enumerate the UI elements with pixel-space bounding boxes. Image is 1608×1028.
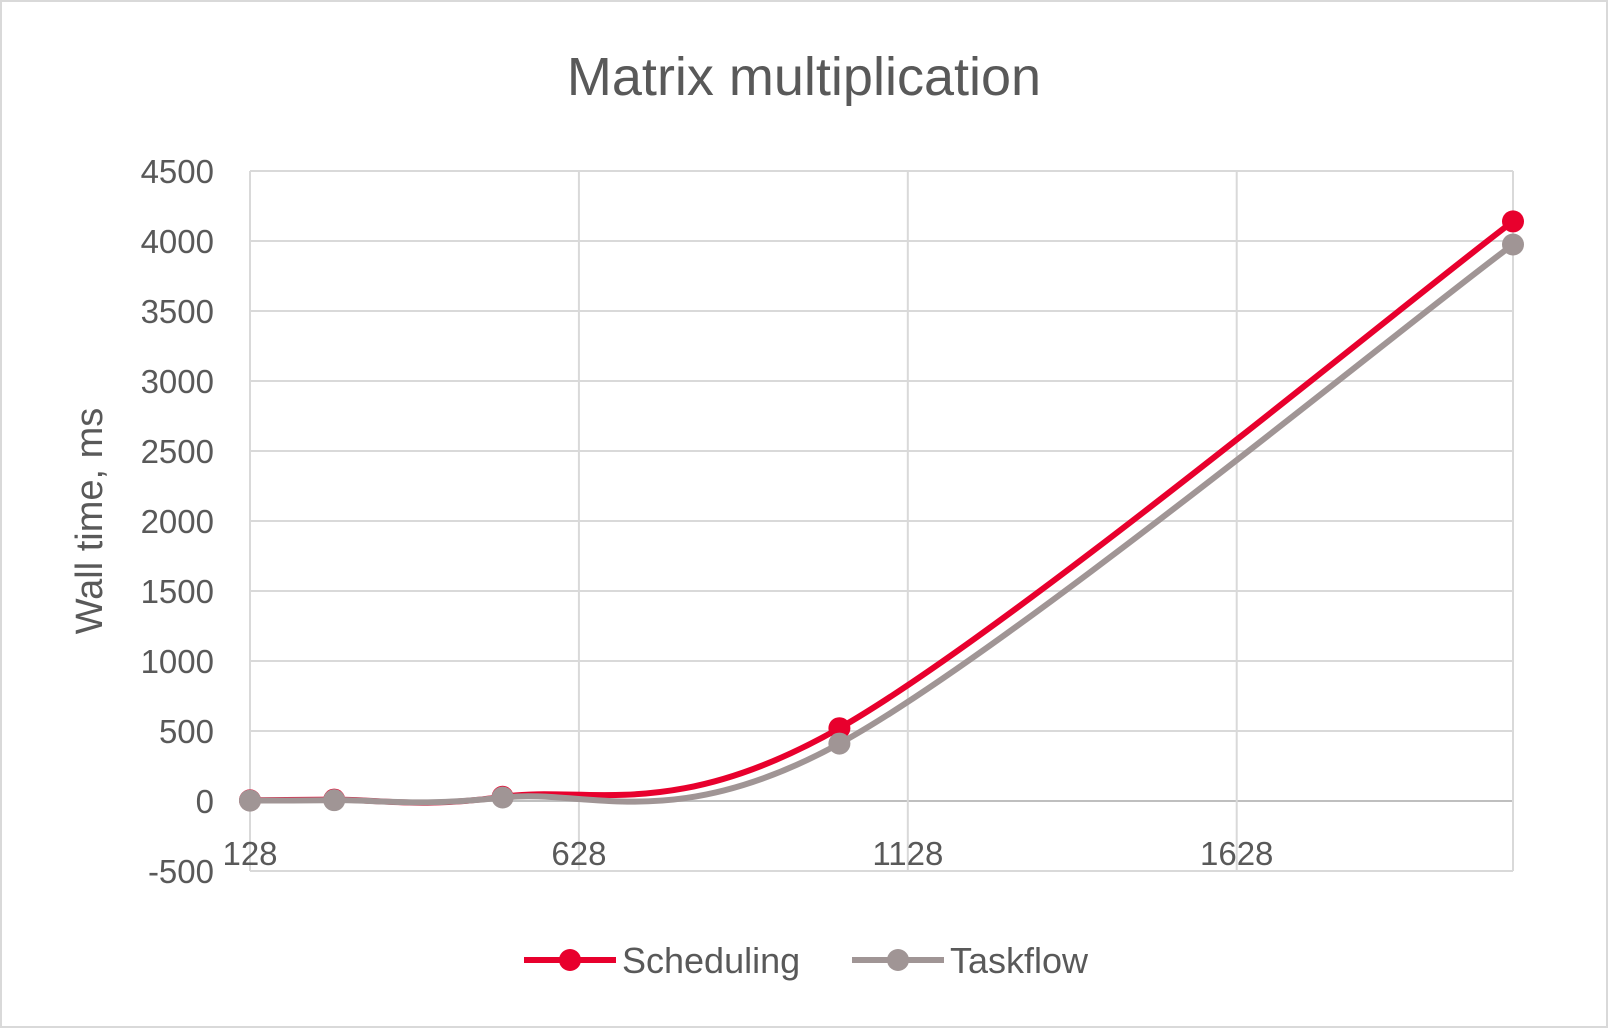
data-point	[828, 732, 851, 755]
series-lines	[239, 210, 1524, 812]
y-tick-label: 4000	[141, 223, 214, 260]
data-point	[828, 717, 851, 740]
data-point	[239, 789, 261, 812]
y-tick-label: -500	[148, 853, 214, 890]
y-tick-label: 0	[196, 783, 214, 820]
x-tick-label: 1628	[1200, 835, 1273, 872]
legend: Scheduling Taskflow	[524, 940, 1089, 981]
data-point	[1502, 233, 1524, 256]
y-tick-label: 2500	[141, 433, 214, 470]
gridlines	[249, 170, 1514, 872]
chart-title: Matrix multiplication	[567, 47, 1041, 107]
x-tick-label: 628	[551, 835, 606, 872]
y-tick-label: 2000	[141, 503, 214, 540]
x-tick-label: 128	[222, 835, 277, 872]
y-tick-label: 3500	[141, 293, 214, 330]
data-point	[1502, 210, 1524, 233]
data-point	[323, 789, 346, 812]
y-tick-label: 4500	[141, 153, 214, 190]
legend-label: Taskflow	[950, 940, 1089, 981]
y-axis-label: Wall time, ms	[69, 408, 111, 635]
y-tick-label: 1500	[141, 573, 214, 610]
series-line	[247, 241, 1516, 806]
data-point	[491, 786, 514, 809]
legend-label: Scheduling	[622, 940, 800, 981]
tick-labels: -500 0 500 1000 1500 2000 2500 3000 3500 4000 4500…	[141, 153, 1274, 890]
y-tick-label: 3000	[141, 363, 214, 400]
legend-marker	[559, 949, 581, 971]
legend-marker	[887, 949, 909, 971]
y-tick-label: 500	[159, 713, 214, 750]
series-taskflow	[239, 233, 1524, 812]
legend-item: Taskflow	[852, 940, 1089, 981]
x-tick-label: 1128	[872, 835, 943, 872]
y-tick-label: 1000	[141, 643, 214, 680]
legend-item: Scheduling	[524, 940, 800, 981]
